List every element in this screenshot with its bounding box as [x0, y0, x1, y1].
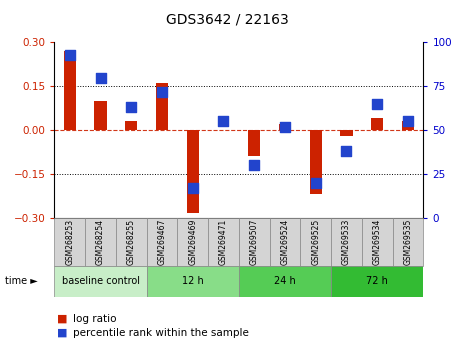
Bar [208, 218, 239, 266]
Point [312, 180, 320, 185]
Text: GSM269534: GSM269534 [373, 218, 382, 265]
Bar [331, 266, 423, 297]
Text: GSM269524: GSM269524 [280, 218, 289, 265]
Bar [341, 130, 353, 136]
Text: 12 h: 12 h [182, 276, 203, 286]
Bar [125, 121, 137, 130]
Text: baseline control: baseline control [61, 276, 140, 286]
Bar [248, 130, 261, 156]
Text: GSM269507: GSM269507 [250, 218, 259, 265]
Bar [279, 124, 291, 130]
Bar [156, 84, 168, 130]
Bar [393, 218, 423, 266]
Point [404, 119, 412, 124]
Point [219, 119, 227, 124]
Bar [116, 218, 147, 266]
Point [374, 101, 381, 107]
Point [281, 124, 289, 130]
Point [189, 185, 197, 191]
Bar [239, 266, 331, 297]
Text: ■: ■ [57, 314, 67, 324]
Text: GDS3642 / 22163: GDS3642 / 22163 [166, 12, 289, 27]
Text: 72 h: 72 h [366, 276, 388, 286]
Bar [310, 130, 322, 194]
Text: ■: ■ [57, 328, 67, 338]
Text: 24 h: 24 h [274, 276, 296, 286]
Bar [147, 218, 177, 266]
Text: GSM269467: GSM269467 [158, 218, 166, 265]
Bar [85, 218, 116, 266]
Bar [54, 218, 85, 266]
Bar [402, 121, 414, 130]
Point [158, 89, 166, 95]
Point [96, 75, 104, 80]
Bar [186, 130, 199, 213]
Text: GSM268254: GSM268254 [96, 218, 105, 265]
Bar [95, 101, 107, 130]
Text: GSM268255: GSM268255 [127, 218, 136, 265]
Text: GSM268253: GSM268253 [65, 218, 74, 265]
Point [342, 148, 350, 154]
Text: GSM269525: GSM269525 [311, 218, 320, 265]
Point [128, 104, 135, 110]
Text: log ratio: log ratio [73, 314, 117, 324]
Bar [147, 266, 239, 297]
Text: percentile rank within the sample: percentile rank within the sample [73, 328, 249, 338]
Text: GSM269535: GSM269535 [403, 218, 412, 265]
Text: time ►: time ► [5, 276, 37, 286]
Point [66, 52, 74, 58]
Bar [371, 119, 383, 130]
Bar [54, 266, 147, 297]
Bar [270, 218, 300, 266]
Bar [300, 218, 331, 266]
Bar [239, 218, 270, 266]
Text: GSM269471: GSM269471 [219, 218, 228, 265]
Text: GSM269533: GSM269533 [342, 218, 351, 265]
Bar [331, 218, 362, 266]
Bar [362, 218, 393, 266]
Text: GSM269469: GSM269469 [188, 218, 197, 265]
Bar [63, 51, 76, 130]
Point [251, 162, 258, 168]
Bar [177, 218, 208, 266]
